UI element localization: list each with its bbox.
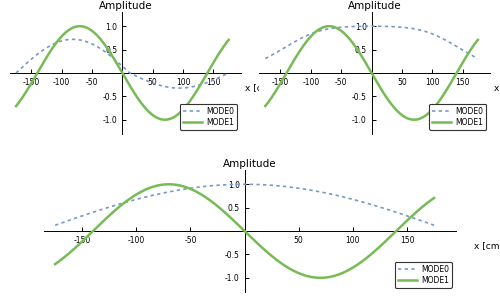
Title: Amplitude: Amplitude: [223, 160, 277, 169]
Legend: MODE0, MODE1: MODE0, MODE1: [180, 104, 237, 130]
Legend: MODE0, MODE1: MODE0, MODE1: [429, 104, 486, 130]
X-axis label: x [cm]: x [cm]: [494, 83, 500, 92]
Title: Amplitude: Amplitude: [348, 2, 402, 11]
Title: Amplitude: Amplitude: [98, 2, 152, 11]
X-axis label: x [cm]: x [cm]: [244, 83, 274, 92]
X-axis label: x [cm]: x [cm]: [474, 241, 500, 250]
Legend: MODE0, MODE1: MODE0, MODE1: [395, 262, 452, 288]
